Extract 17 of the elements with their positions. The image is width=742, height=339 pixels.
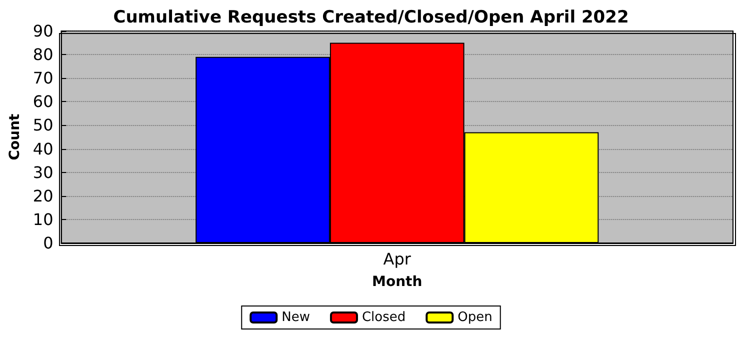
x-axis-title: Month: [372, 274, 422, 290]
y-tick-label: 50: [32, 116, 54, 135]
y-tick-label: 20: [32, 186, 54, 206]
chart-title: Cumulative Requests Created/Closed/Open April 2022: [113, 8, 629, 28]
y-axis-title: Count: [7, 113, 23, 160]
legend-label: Closed: [362, 310, 406, 325]
y-tick-label: 10: [32, 210, 54, 229]
legend-label: New: [282, 310, 310, 325]
y-tick-label: 0: [43, 234, 54, 252]
y-tick-label: 70: [32, 68, 54, 88]
legend-label: Open: [458, 310, 492, 325]
y-tick-label: 40: [32, 139, 54, 158]
y-tick-label: 30: [32, 162, 54, 182]
x-tick-label: Apr: [383, 250, 412, 268]
y-tick-label: 90: [32, 22, 54, 40]
y-tick-label: 80: [32, 45, 54, 64]
y-tick-label: 60: [32, 92, 54, 112]
